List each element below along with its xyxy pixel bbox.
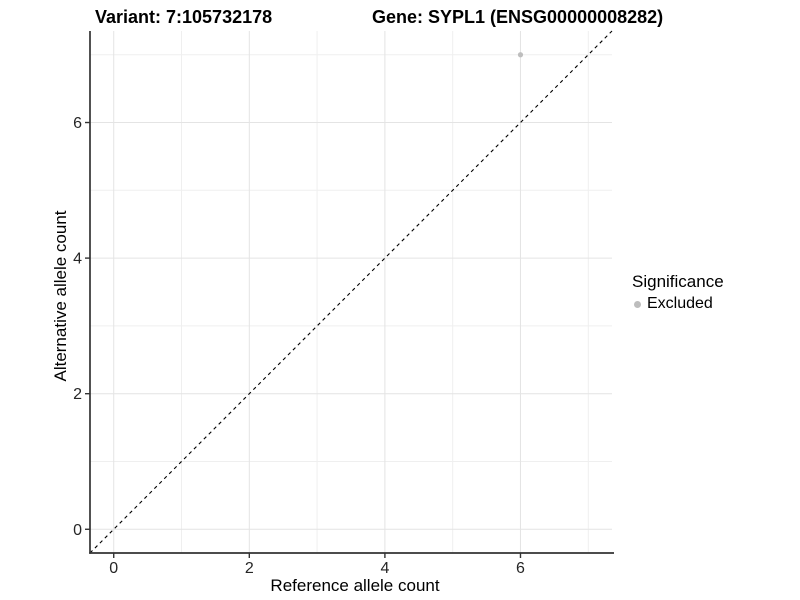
legend-point-swatch: [634, 300, 641, 308]
legend: Significance Excluded: [632, 271, 724, 313]
identity-line: [89, 30, 613, 554]
legend-title: Significance: [632, 272, 724, 291]
legend-item-label: Excluded: [647, 295, 713, 312]
x-tick-label: 4: [380, 560, 389, 577]
legend-item-excluded: Excluded: [634, 295, 724, 313]
plot-title-variant: Variant: 7:105732178: [95, 7, 273, 27]
y-tick-label: 4: [73, 251, 82, 268]
y-axis-title: Alternative allele count: [51, 210, 70, 382]
y-tick-label: 2: [73, 386, 82, 403]
data-point: [517, 52, 524, 58]
x-tick-label: 6: [516, 560, 525, 577]
y-tick-label: 6: [73, 115, 82, 132]
y-tick-label: 0: [73, 522, 82, 539]
x-tick-label: 0: [109, 560, 118, 577]
x-axis-title: Reference allele count: [270, 576, 440, 595]
x-tick-label: 2: [245, 560, 254, 577]
plot-title-gene: Gene: SYPL1 (ENSG00000008282): [372, 7, 664, 27]
